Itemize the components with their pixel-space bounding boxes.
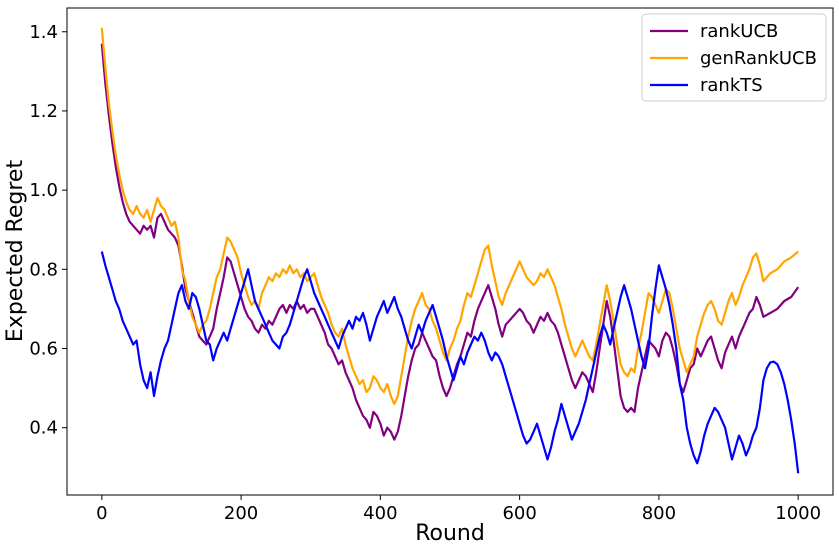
y-axis: 0.4 0.6 0.8 1.0 1.2 1.4 — [29, 22, 67, 439]
legend-label-genrankucb: genRankUCB — [700, 48, 817, 69]
legend: rankUCB genRankUCB rankTS — [641, 13, 827, 102]
series-line-rankts — [100, 251, 800, 474]
x-tick-label: 400 — [363, 503, 397, 524]
legend-label-rankts: rankTS — [700, 75, 763, 96]
x-tick-label: 1000 — [775, 503, 821, 524]
y-tick-label: 1.2 — [29, 101, 58, 122]
plot-frame — [66, 7, 834, 496]
y-axis-label: Expected Regret — [3, 160, 28, 343]
x-tick-label: 200 — [224, 503, 258, 524]
series-layer — [100, 27, 800, 474]
x-axis: 0 200 400 600 800 1000 — [96, 495, 821, 524]
x-axis-label: Round — [415, 521, 485, 546]
legend-box — [641, 13, 827, 102]
series-line-rankucb — [100, 43, 800, 441]
y-tick-label: 0.4 — [29, 418, 58, 439]
x-tick-label: 800 — [642, 503, 676, 524]
y-tick-label: 0.8 — [29, 259, 58, 280]
series-line-genrankucb — [100, 27, 799, 405]
y-tick-label: 0.6 — [29, 339, 58, 360]
legend-label-rankucb: rankUCB — [700, 21, 778, 42]
y-tick-label: 1.0 — [29, 180, 58, 201]
x-tick-label: 600 — [502, 503, 536, 524]
x-tick-label: 0 — [96, 503, 107, 524]
y-tick-label: 1.4 — [29, 22, 58, 43]
